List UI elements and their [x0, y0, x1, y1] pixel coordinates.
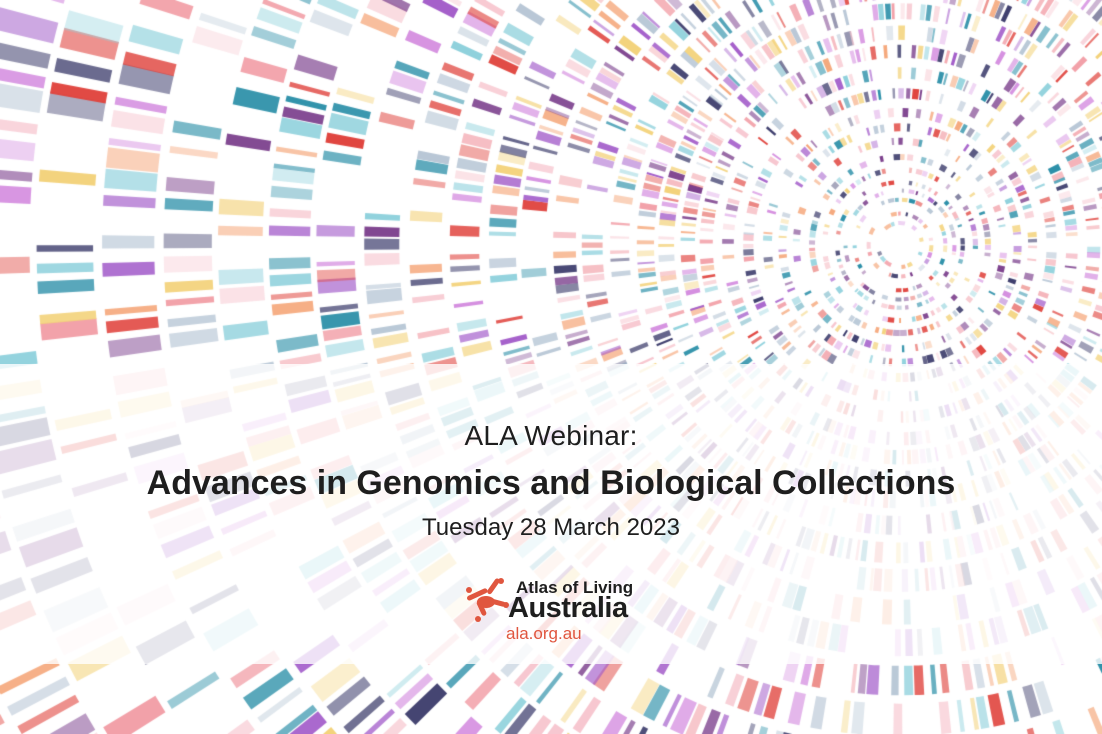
banner-content: ALA Webinar: Advances in Genomics and Bi…: [0, 364, 1102, 664]
logo-url-link[interactable]: ala.org.au: [506, 624, 582, 643]
logo-line2: Australia: [508, 592, 628, 624]
logo-line1: Atlas of Living: [516, 578, 634, 597]
ala-logo[interactable]: Atlas of Living Australia ala.org.au: [464, 578, 644, 643]
webinar-title: Advances in Genomics and Biological Coll…: [146, 464, 956, 502]
webinar-date: Tuesday 28 March 2023: [422, 514, 680, 541]
webinar-kicker: ALA Webinar:: [464, 420, 638, 451]
ala-bird-logo-icon: [466, 578, 509, 622]
title-band: [0, 364, 1102, 664]
